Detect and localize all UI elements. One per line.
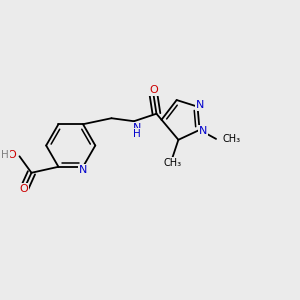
Text: O: O: [20, 184, 28, 194]
Text: CH₃: CH₃: [163, 158, 182, 168]
Text: CH₃: CH₃: [223, 134, 241, 144]
Text: O: O: [8, 150, 16, 160]
Text: N: N: [79, 165, 87, 176]
Text: H: H: [133, 129, 141, 139]
Text: N: N: [196, 100, 205, 110]
Text: N: N: [133, 123, 141, 133]
Text: O: O: [149, 85, 158, 95]
Text: N: N: [199, 126, 207, 136]
Text: H: H: [1, 150, 9, 160]
